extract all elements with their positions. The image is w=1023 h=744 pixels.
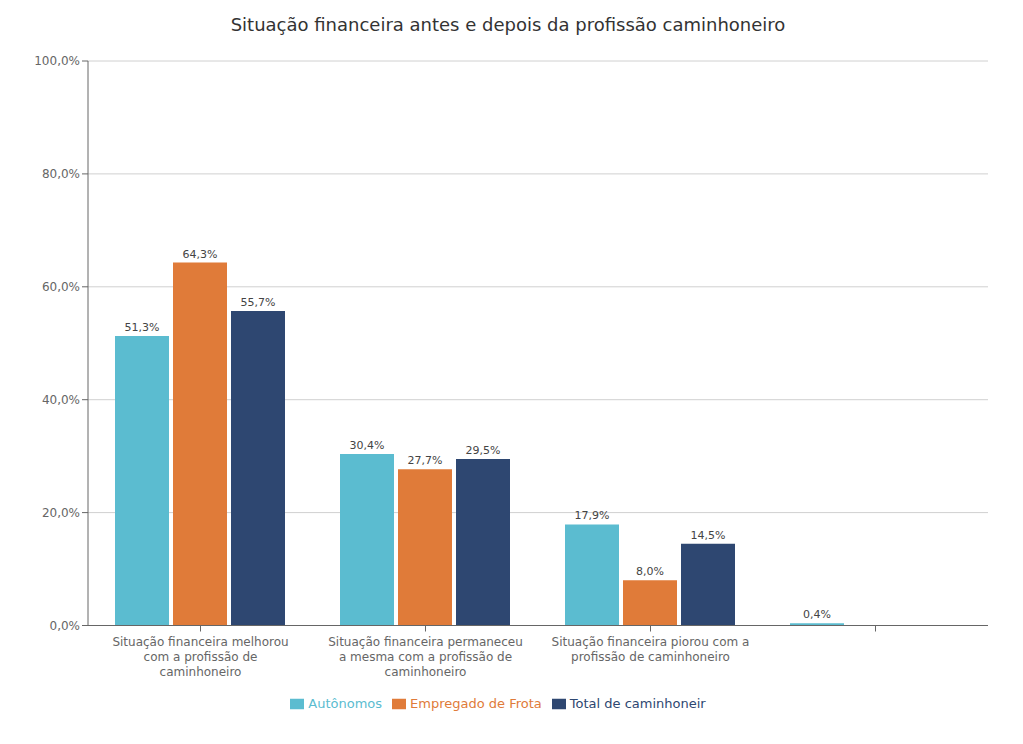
svg-text:51,3%: 51,3% — [125, 321, 160, 334]
svg-text:30,4%: 30,4% — [350, 439, 385, 452]
svg-text:Situação financeira permaneceu: Situação financeira permaneceua mesma co… — [328, 635, 523, 679]
svg-text:8,0%: 8,0% — [636, 565, 664, 578]
svg-text:29,5%: 29,5% — [466, 444, 501, 457]
svg-text:14,5%: 14,5% — [691, 529, 726, 542]
svg-text:64,3%: 64,3% — [183, 248, 218, 261]
svg-text:20,0%: 20,0% — [42, 506, 80, 520]
svg-text:55,7%: 55,7% — [241, 296, 276, 309]
html-text:Situação financeira antes e de: Situação financeira antes e depois da pr… — [230, 14, 786, 35]
svg-text:17,9%: 17,9% — [575, 509, 610, 522]
svg-text:0,0%: 0,0% — [50, 619, 81, 633]
html-text:Autônomos: Autônomos — [308, 695, 383, 711]
svg-text:100,0%: 100,0% — [34, 54, 80, 68]
html-text:Total de caminhoneir: Total de caminhoneir — [569, 695, 706, 711]
svg-text:60,0%: 60,0% — [42, 280, 80, 294]
html-text:Empregado de Frota: Empregado de Frota — [410, 695, 542, 711]
svg-text:Situação financeira melhorouco: Situação financeira melhoroucom a profis… — [112, 635, 288, 679]
svg-text:Situação financeira piorou com: Situação financeira piorou com aprofissã… — [552, 635, 750, 664]
svg-text:0,4%: 0,4% — [803, 608, 831, 621]
svg-text:80,0%: 80,0% — [42, 167, 80, 181]
svg-text:40,0%: 40,0% — [42, 393, 80, 407]
svg-text:27,7%: 27,7% — [408, 454, 443, 467]
